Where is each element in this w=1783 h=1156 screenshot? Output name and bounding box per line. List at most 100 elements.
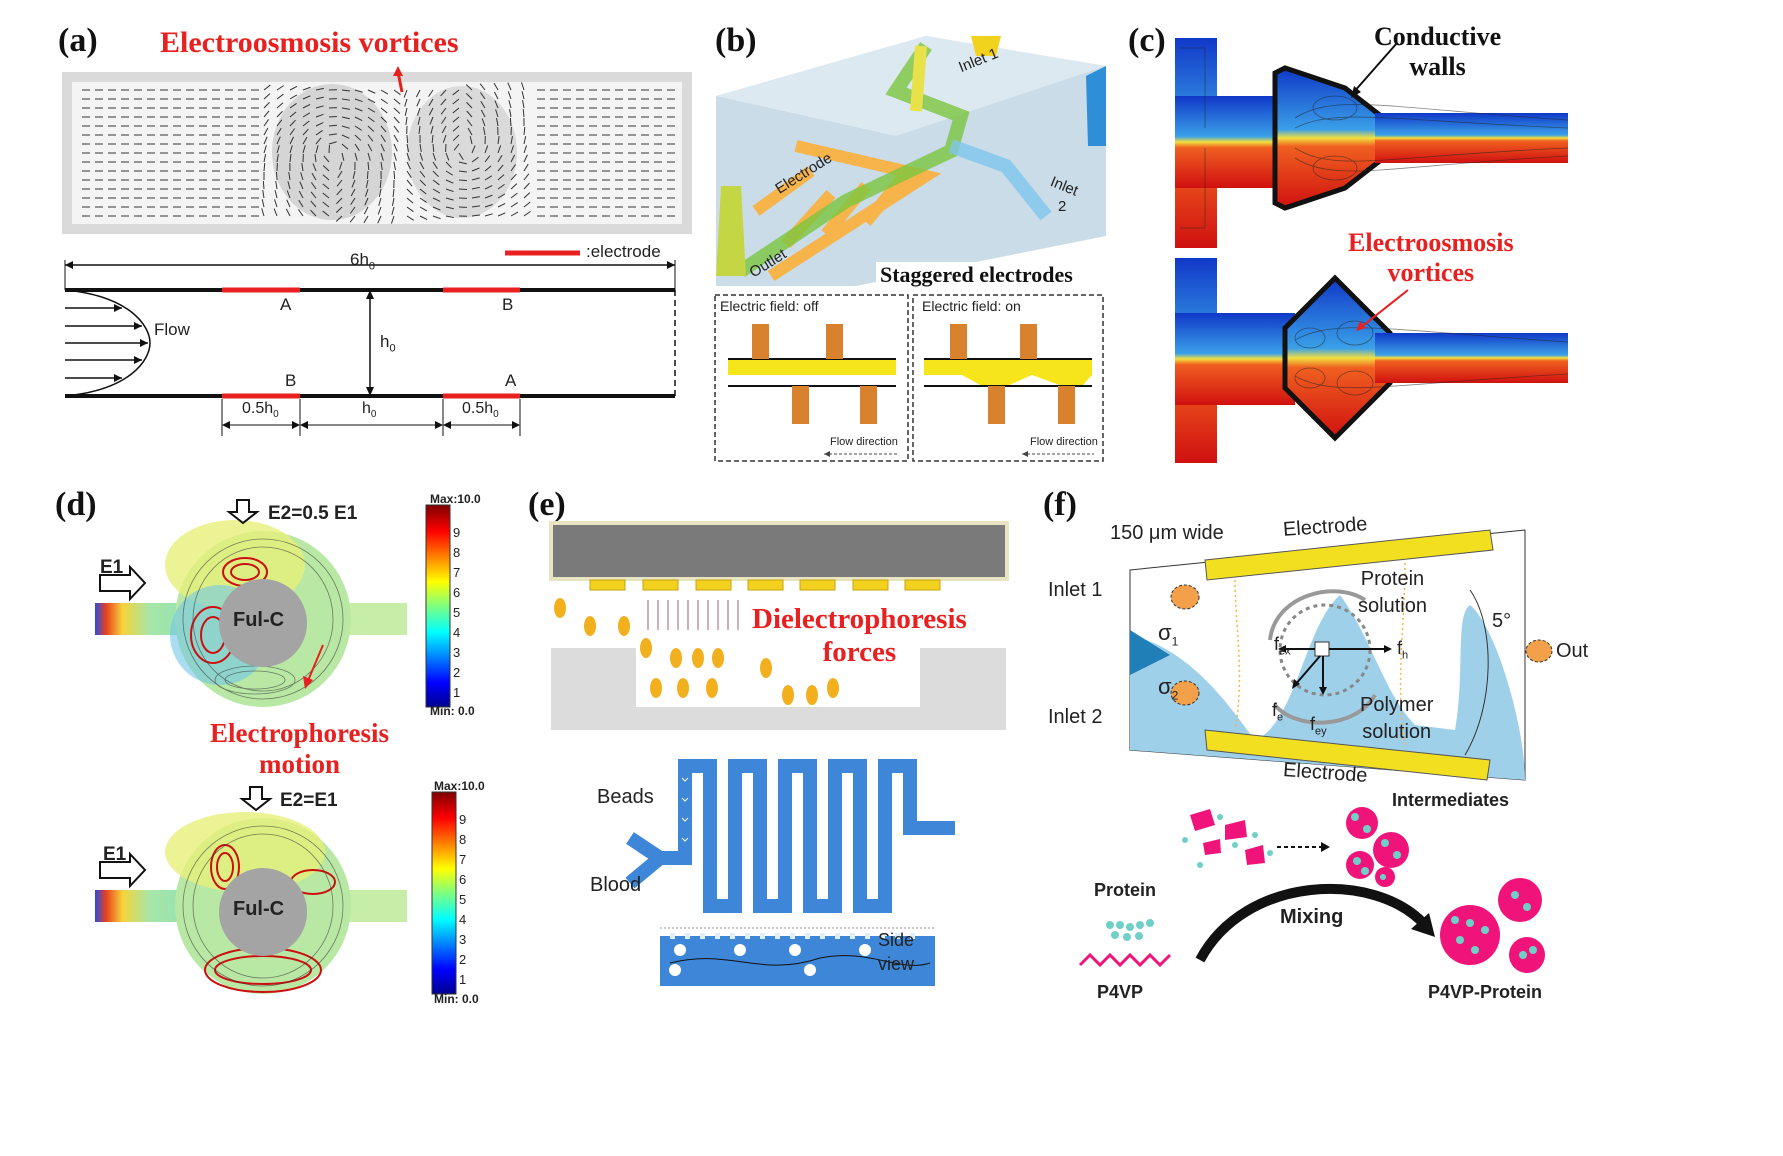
- quiver-arrow: [336, 188, 343, 196]
- quiver-arrow: [302, 103, 311, 109]
- quiver-arrow: [310, 182, 317, 190]
- quiver-arrow: [406, 161, 411, 170]
- quiver-arrow: [428, 89, 434, 97]
- quiver-arrow: [523, 210, 531, 217]
- quiver-arrow: [523, 201, 531, 208]
- quiver-arrow: [315, 87, 324, 91]
- quiver-arrow: [336, 197, 343, 205]
- quiver-arrow: [497, 145, 502, 154]
- quiver-arrow: [406, 152, 411, 161]
- quiver-arrow: [363, 206, 369, 215]
- quiver-arrow: [452, 116, 460, 123]
- panel-b-caption: Staggered electrodes: [876, 262, 1077, 288]
- panel-c-title-bottom: Electroosmosis vortices: [1348, 228, 1514, 287]
- quiver-arrow: [406, 134, 409, 144]
- quiver-arrow: [458, 188, 468, 191]
- quiver-arrow: [480, 109, 486, 118]
- panel-f-protein-solution: Protein solution: [1358, 568, 1427, 617]
- quiver-arrow: [406, 206, 414, 213]
- quiver-arrow: [364, 188, 369, 197]
- quiver-arrow: [403, 89, 408, 98]
- panel-d-colorbar-bottom: [431, 791, 457, 995]
- quiver-arrow: [276, 110, 283, 118]
- quiver-arrow: [289, 103, 297, 109]
- panel-e-title: Dielectrophoresis forces: [752, 603, 967, 669]
- quiver-arrow: [484, 165, 492, 172]
- quiver-arrow: [484, 155, 491, 163]
- quiver-arrow: [479, 92, 486, 100]
- colorbar-tick: 9: [459, 812, 467, 827]
- panel-letter-b: (b): [715, 22, 757, 59]
- quiver-arrow: [288, 172, 291, 181]
- panel-a-dim-electrode-2-main: 0.5h: [462, 400, 494, 417]
- colorbar-tick: 9: [453, 525, 461, 540]
- quiver-arrow: [418, 125, 421, 134]
- quiver-arrow: [510, 154, 516, 163]
- quiver-arrow: [432, 170, 439, 178]
- colorbar-tick: 6: [453, 585, 461, 600]
- panel-a-dim-gap: h0: [362, 400, 376, 420]
- quiver-arrow: [341, 116, 350, 120]
- quiver-arrow: [523, 145, 528, 154]
- quiver-arrow: [432, 197, 441, 202]
- colorbar-tick: 1: [459, 972, 467, 987]
- quiver-arrow: [341, 143, 349, 150]
- panel-f-mixing: Mixing: [1280, 906, 1344, 928]
- panel-a-electrode-legend: :electrode: [586, 242, 661, 261]
- quiver-arrow: [322, 192, 330, 199]
- panel-f-out-port: [1525, 639, 1553, 663]
- quiver-arrow: [341, 98, 350, 101]
- quiver-arrow: [445, 188, 454, 193]
- quiver-arrow: [276, 154, 279, 163]
- quiver-arrow: [465, 84, 473, 91]
- quiver-arrow: [432, 161, 438, 169]
- quiver-arrow: [392, 188, 395, 198]
- quiver-arrow: [302, 145, 306, 154]
- panel-d-sim-bottom: [95, 786, 407, 994]
- quiver-arrow: [393, 170, 396, 180]
- quiver-arrow: [380, 125, 387, 133]
- quiver-arrow: [351, 179, 356, 188]
- quiver-arrow: [523, 163, 529, 172]
- panel-d-colorbar-bottom-ticks: 9 8 7 6 5 4 3 2 1: [459, 812, 473, 990]
- panel-a-length-main: 6h: [350, 250, 369, 269]
- quiver-arrow: [341, 134, 350, 139]
- quiver-arrow: [341, 89, 350, 92]
- quiver-arrow: [419, 188, 427, 195]
- quiver-arrow: [510, 145, 515, 154]
- panel-a-dim-electrode-1: 0.5h0: [242, 400, 279, 420]
- quiver-arrow: [428, 98, 434, 107]
- quiver-arrow: [276, 102, 284, 109]
- quiver-arrow: [523, 192, 531, 199]
- quiver-arrow: [263, 162, 266, 172]
- quiver-arrow: [445, 197, 454, 201]
- quiver-arrow: [497, 193, 506, 199]
- panel-d-colorbar-top: [425, 504, 451, 708]
- panel-a-bottom-electrode-a: A: [505, 371, 517, 390]
- quiver-arrow: [419, 215, 428, 221]
- quiver-arrow: [275, 181, 278, 190]
- quiver-arrow: [352, 170, 356, 179]
- quiver-arrow: [497, 154, 503, 163]
- quiver-arrow: [367, 161, 370, 171]
- colorbar-tick: 3: [459, 932, 467, 947]
- quiver-arrow: [419, 161, 425, 170]
- quiver-arrow: [262, 180, 265, 190]
- quiver-arrow: [393, 116, 400, 124]
- quiver-arrow: [432, 215, 441, 220]
- panel-a-flow-label: Flow: [154, 320, 190, 339]
- quiver-arrow: [314, 154, 317, 163]
- quiver-arrow: [328, 124, 338, 127]
- colorbar-tick: 5: [459, 892, 467, 907]
- quiver-arrow: [339, 161, 343, 170]
- quiver-arrow: [328, 133, 337, 136]
- quiver-arrow: [335, 206, 343, 213]
- quiver-arrow: [276, 136, 281, 145]
- panel-b-field-off-box: [714, 294, 909, 462]
- quiver-arrow: [523, 126, 526, 136]
- quiver-arrow: [452, 98, 460, 105]
- colorbar-tick: 2: [453, 665, 461, 680]
- quiver-arrow: [419, 197, 427, 203]
- quiver-arrow: [315, 113, 324, 118]
- quiver-arrow: [354, 107, 363, 112]
